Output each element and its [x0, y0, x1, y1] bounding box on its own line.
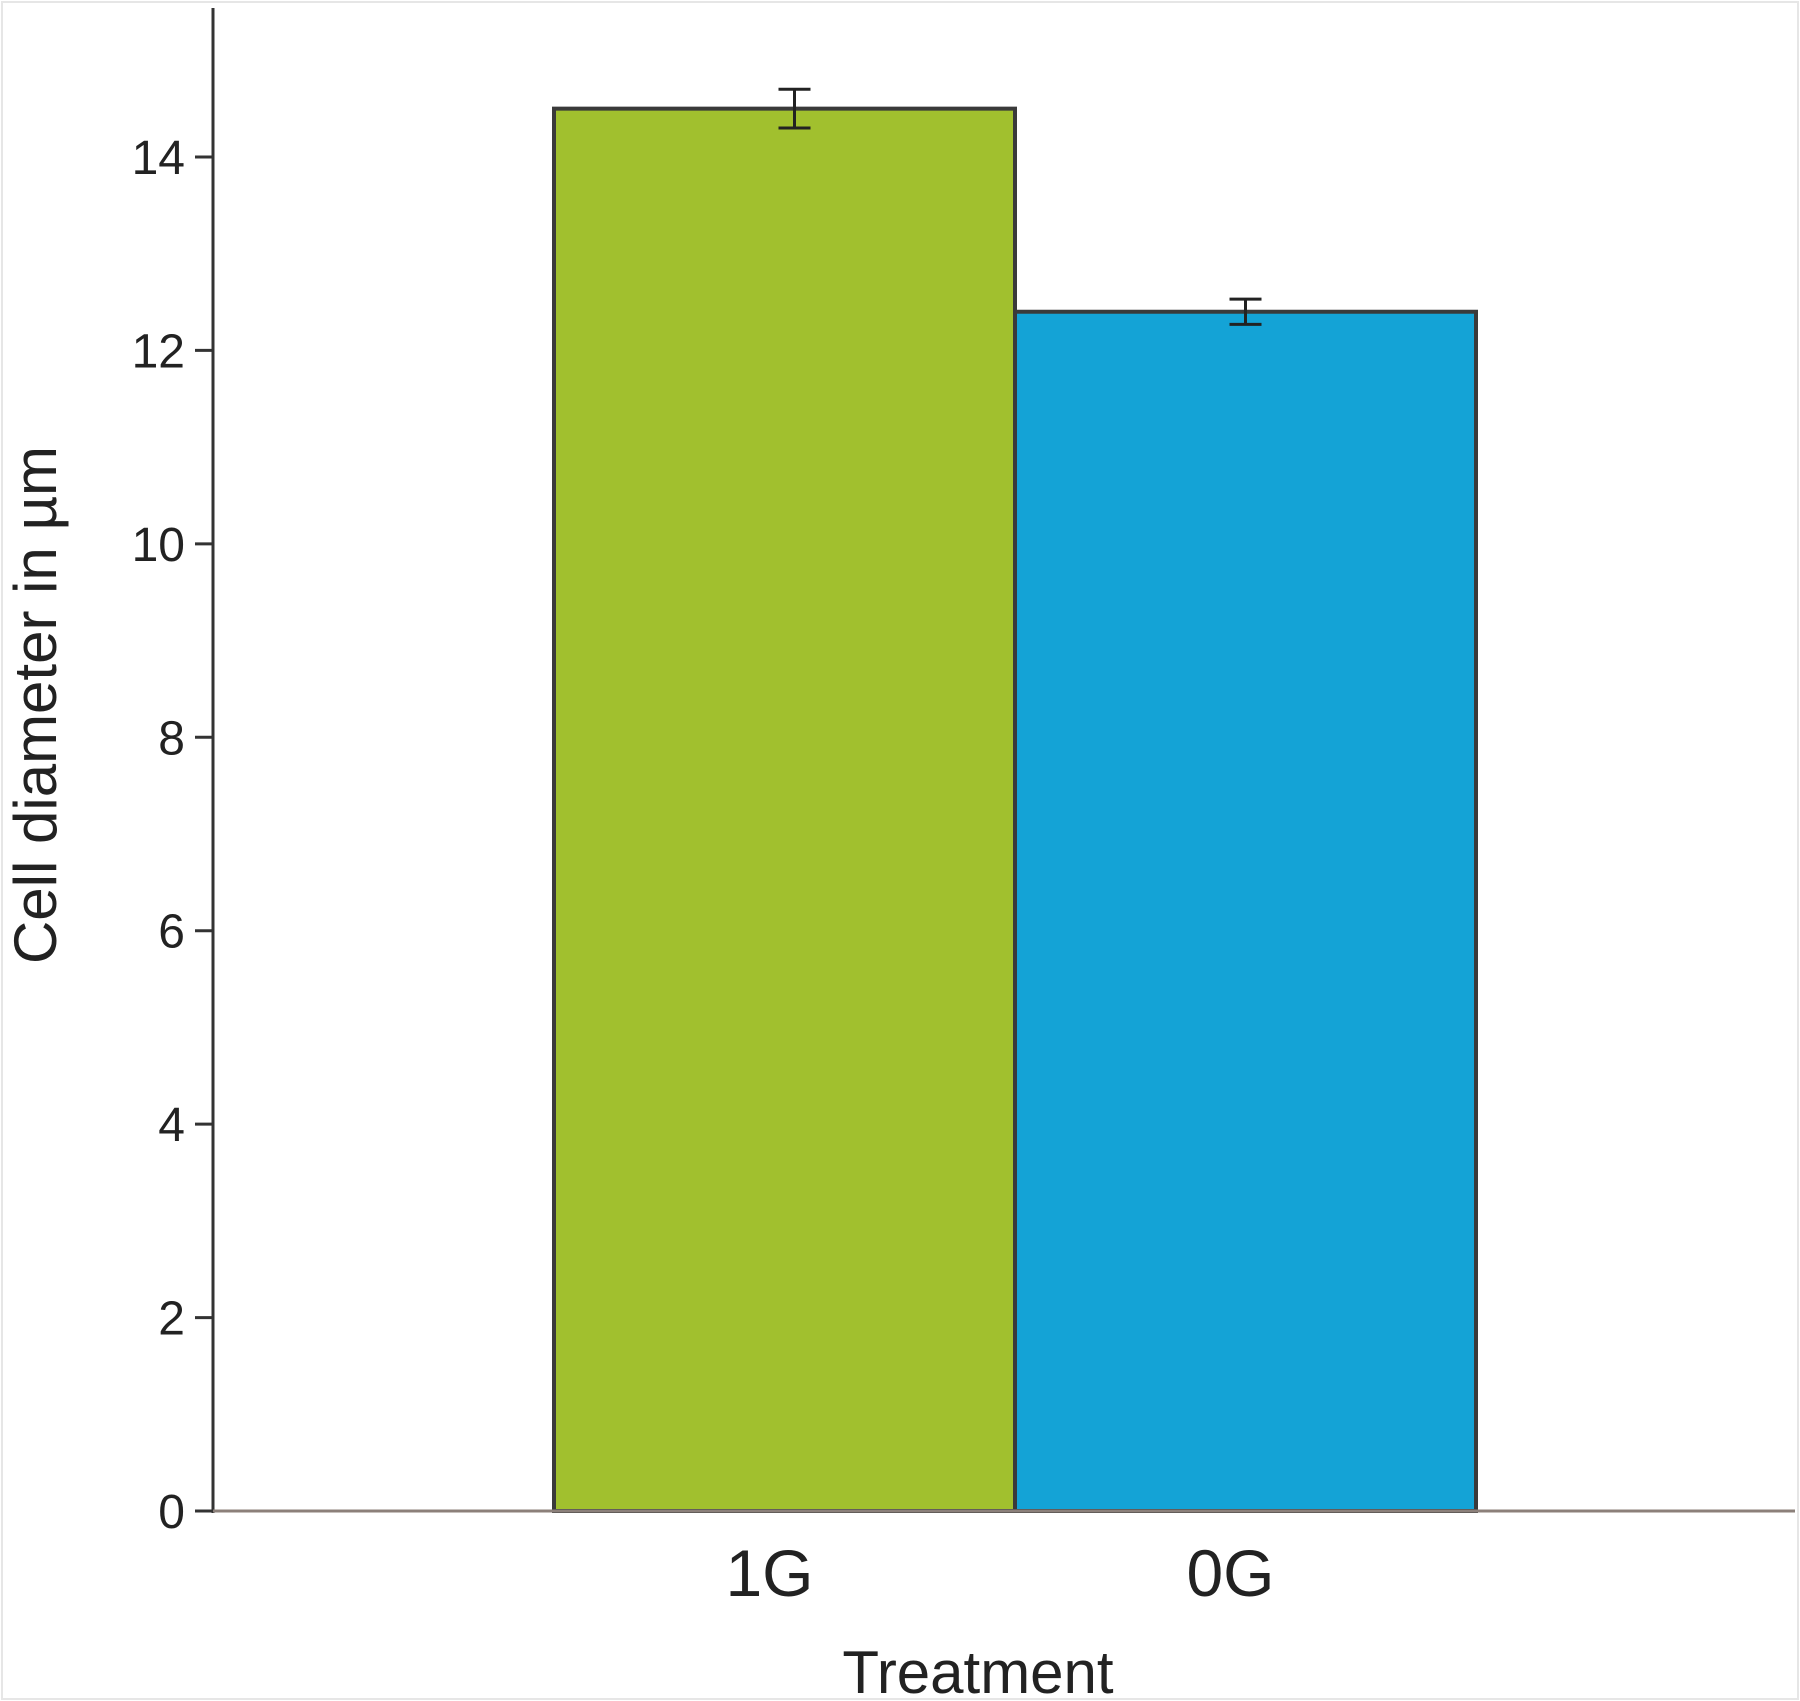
y-tick-label: 14	[132, 132, 185, 185]
x-category-labels: 1G 0G	[725, 1536, 1274, 1610]
bar-1G	[552, 106, 1017, 1514]
y-tick-label: 8	[158, 712, 185, 765]
x-category-label: 1G	[725, 1536, 813, 1610]
y-tick-label: 4	[158, 1099, 185, 1152]
bars-layer	[552, 106, 1478, 1514]
y-tick-label: 0	[158, 1486, 185, 1539]
y-tick-label: 6	[158, 906, 185, 959]
error-bar-0G	[1229, 297, 1262, 326]
error-bars-layer	[778, 87, 1262, 326]
y-tick-label: 10	[132, 519, 185, 572]
y-ticks-layer: 0 2 4 6 8 10 12 14	[132, 132, 213, 1539]
error-bar-1G	[778, 87, 811, 130]
x-category-label: 0G	[1186, 1536, 1274, 1610]
x-axis-title: Treatment	[842, 1639, 1114, 1701]
y-tick-label: 2	[158, 1293, 185, 1346]
y-axis-title: Cell diameter in µm	[2, 446, 69, 964]
y-tick-label: 12	[132, 325, 185, 378]
bar-0G	[1013, 309, 1478, 1514]
